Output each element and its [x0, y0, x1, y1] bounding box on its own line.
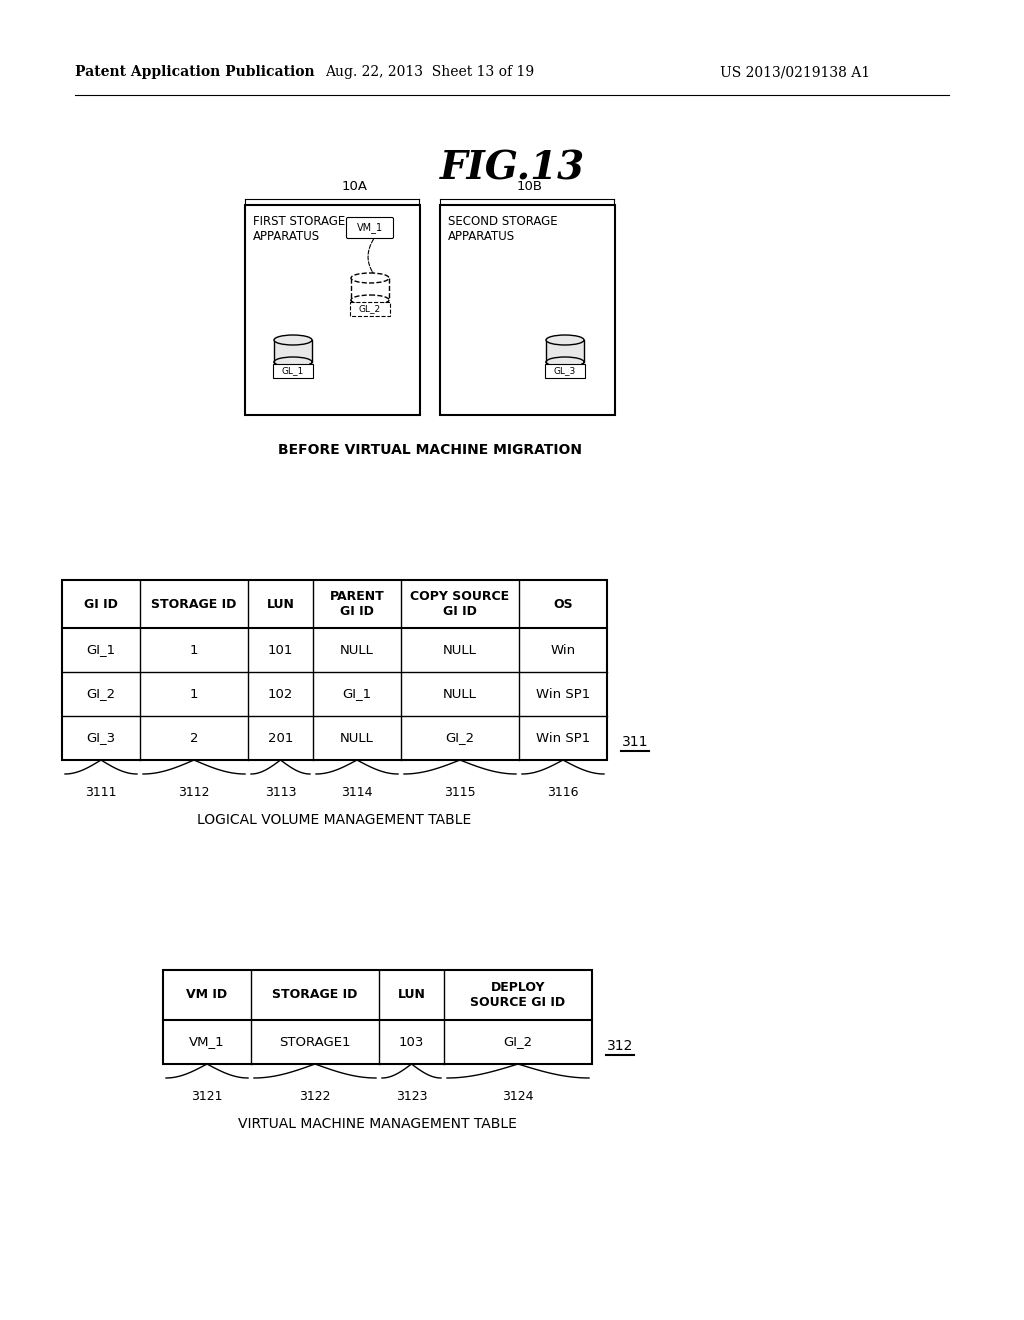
Text: 101: 101 [268, 644, 293, 656]
Text: STORAGE ID: STORAGE ID [272, 989, 357, 1002]
Ellipse shape [546, 356, 584, 367]
Text: Win SP1: Win SP1 [536, 731, 590, 744]
Text: 3114: 3114 [341, 785, 373, 799]
FancyBboxPatch shape [346, 218, 393, 239]
Text: 3116: 3116 [547, 785, 579, 799]
Text: 3111: 3111 [85, 785, 117, 799]
Text: GI_3: GI_3 [86, 731, 116, 744]
Text: COPY SOURCE
GI ID: COPY SOURCE GI ID [411, 590, 510, 618]
FancyArrowPatch shape [368, 239, 374, 273]
Ellipse shape [546, 335, 584, 345]
Text: NULL: NULL [340, 731, 374, 744]
Text: Win: Win [551, 644, 575, 656]
Text: 103: 103 [398, 1035, 424, 1048]
Text: 3123: 3123 [395, 1089, 427, 1102]
Text: DEPLOY
SOURCE GI ID: DEPLOY SOURCE GI ID [470, 981, 565, 1008]
Text: GI ID: GI ID [84, 598, 118, 610]
Text: US 2013/0219138 A1: US 2013/0219138 A1 [720, 65, 870, 79]
Bar [440, 205, 615, 414]
Text: 3122: 3122 [299, 1089, 331, 1102]
Text: OS: OS [553, 598, 572, 610]
Text: GL_2: GL_2 [359, 305, 381, 314]
Text: GI_2: GI_2 [445, 731, 474, 744]
Text: LUN: LUN [397, 989, 425, 1002]
FancyBboxPatch shape [351, 279, 389, 300]
Text: 1: 1 [189, 644, 199, 656]
Text: Patent Application Publication: Patent Application Publication [75, 65, 314, 79]
Bar [62, 579, 607, 760]
Text: 311: 311 [622, 735, 648, 748]
Text: 3115: 3115 [444, 785, 476, 799]
Text: FIG.13: FIG.13 [439, 149, 585, 187]
Text: 3113: 3113 [265, 785, 296, 799]
Text: Win SP1: Win SP1 [536, 688, 590, 701]
Text: GL_3: GL_3 [554, 367, 577, 375]
Text: STORAGE1: STORAGE1 [280, 1035, 351, 1048]
Ellipse shape [274, 356, 312, 367]
Text: VIRTUAL MACHINE MANAGEMENT TABLE: VIRTUAL MACHINE MANAGEMENT TABLE [238, 1117, 517, 1131]
Text: 3112: 3112 [178, 785, 210, 799]
Text: GI_2: GI_2 [86, 688, 116, 701]
Text: STORAGE ID: STORAGE ID [152, 598, 237, 610]
Bar [545, 364, 585, 378]
Text: BEFORE VIRTUAL MACHINE MIGRATION: BEFORE VIRTUAL MACHINE MIGRATION [278, 444, 582, 457]
Text: Aug. 22, 2013  Sheet 13 of 19: Aug. 22, 2013 Sheet 13 of 19 [326, 65, 535, 79]
Text: 201: 201 [268, 731, 293, 744]
Text: NULL: NULL [340, 644, 374, 656]
FancyBboxPatch shape [546, 341, 584, 362]
Text: LUN: LUN [266, 598, 295, 610]
Text: NULL: NULL [443, 644, 477, 656]
Text: FIRST STORAGE
APPARATUS: FIRST STORAGE APPARATUS [253, 215, 345, 243]
Text: VM_1: VM_1 [357, 223, 383, 234]
FancyBboxPatch shape [274, 341, 312, 362]
Bar [273, 364, 313, 378]
Text: PARENT
GI ID: PARENT GI ID [330, 590, 384, 618]
Text: 3124: 3124 [502, 1089, 534, 1102]
Text: 10B: 10B [517, 180, 543, 193]
Text: GI_1: GI_1 [342, 688, 372, 701]
Text: VM_1: VM_1 [189, 1035, 225, 1048]
Bar [245, 205, 420, 414]
Text: VM ID: VM ID [186, 989, 227, 1002]
Text: 3121: 3121 [191, 1089, 223, 1102]
Text: LOGICAL VOLUME MANAGEMENT TABLE: LOGICAL VOLUME MANAGEMENT TABLE [198, 813, 472, 828]
Text: 2: 2 [189, 731, 199, 744]
Text: 312: 312 [607, 1039, 633, 1053]
Text: SECOND STORAGE
APPARATUS: SECOND STORAGE APPARATUS [449, 215, 558, 243]
Text: NULL: NULL [443, 688, 477, 701]
Text: GI_1: GI_1 [86, 644, 116, 656]
Text: 102: 102 [268, 688, 293, 701]
Text: GL_1: GL_1 [282, 367, 304, 375]
Ellipse shape [351, 273, 389, 282]
Bar [163, 970, 592, 1064]
Bar [350, 302, 390, 315]
Text: 10A: 10A [342, 180, 368, 193]
Ellipse shape [351, 294, 389, 305]
Text: GI_2: GI_2 [504, 1035, 532, 1048]
Text: 1: 1 [189, 688, 199, 701]
Ellipse shape [274, 335, 312, 345]
